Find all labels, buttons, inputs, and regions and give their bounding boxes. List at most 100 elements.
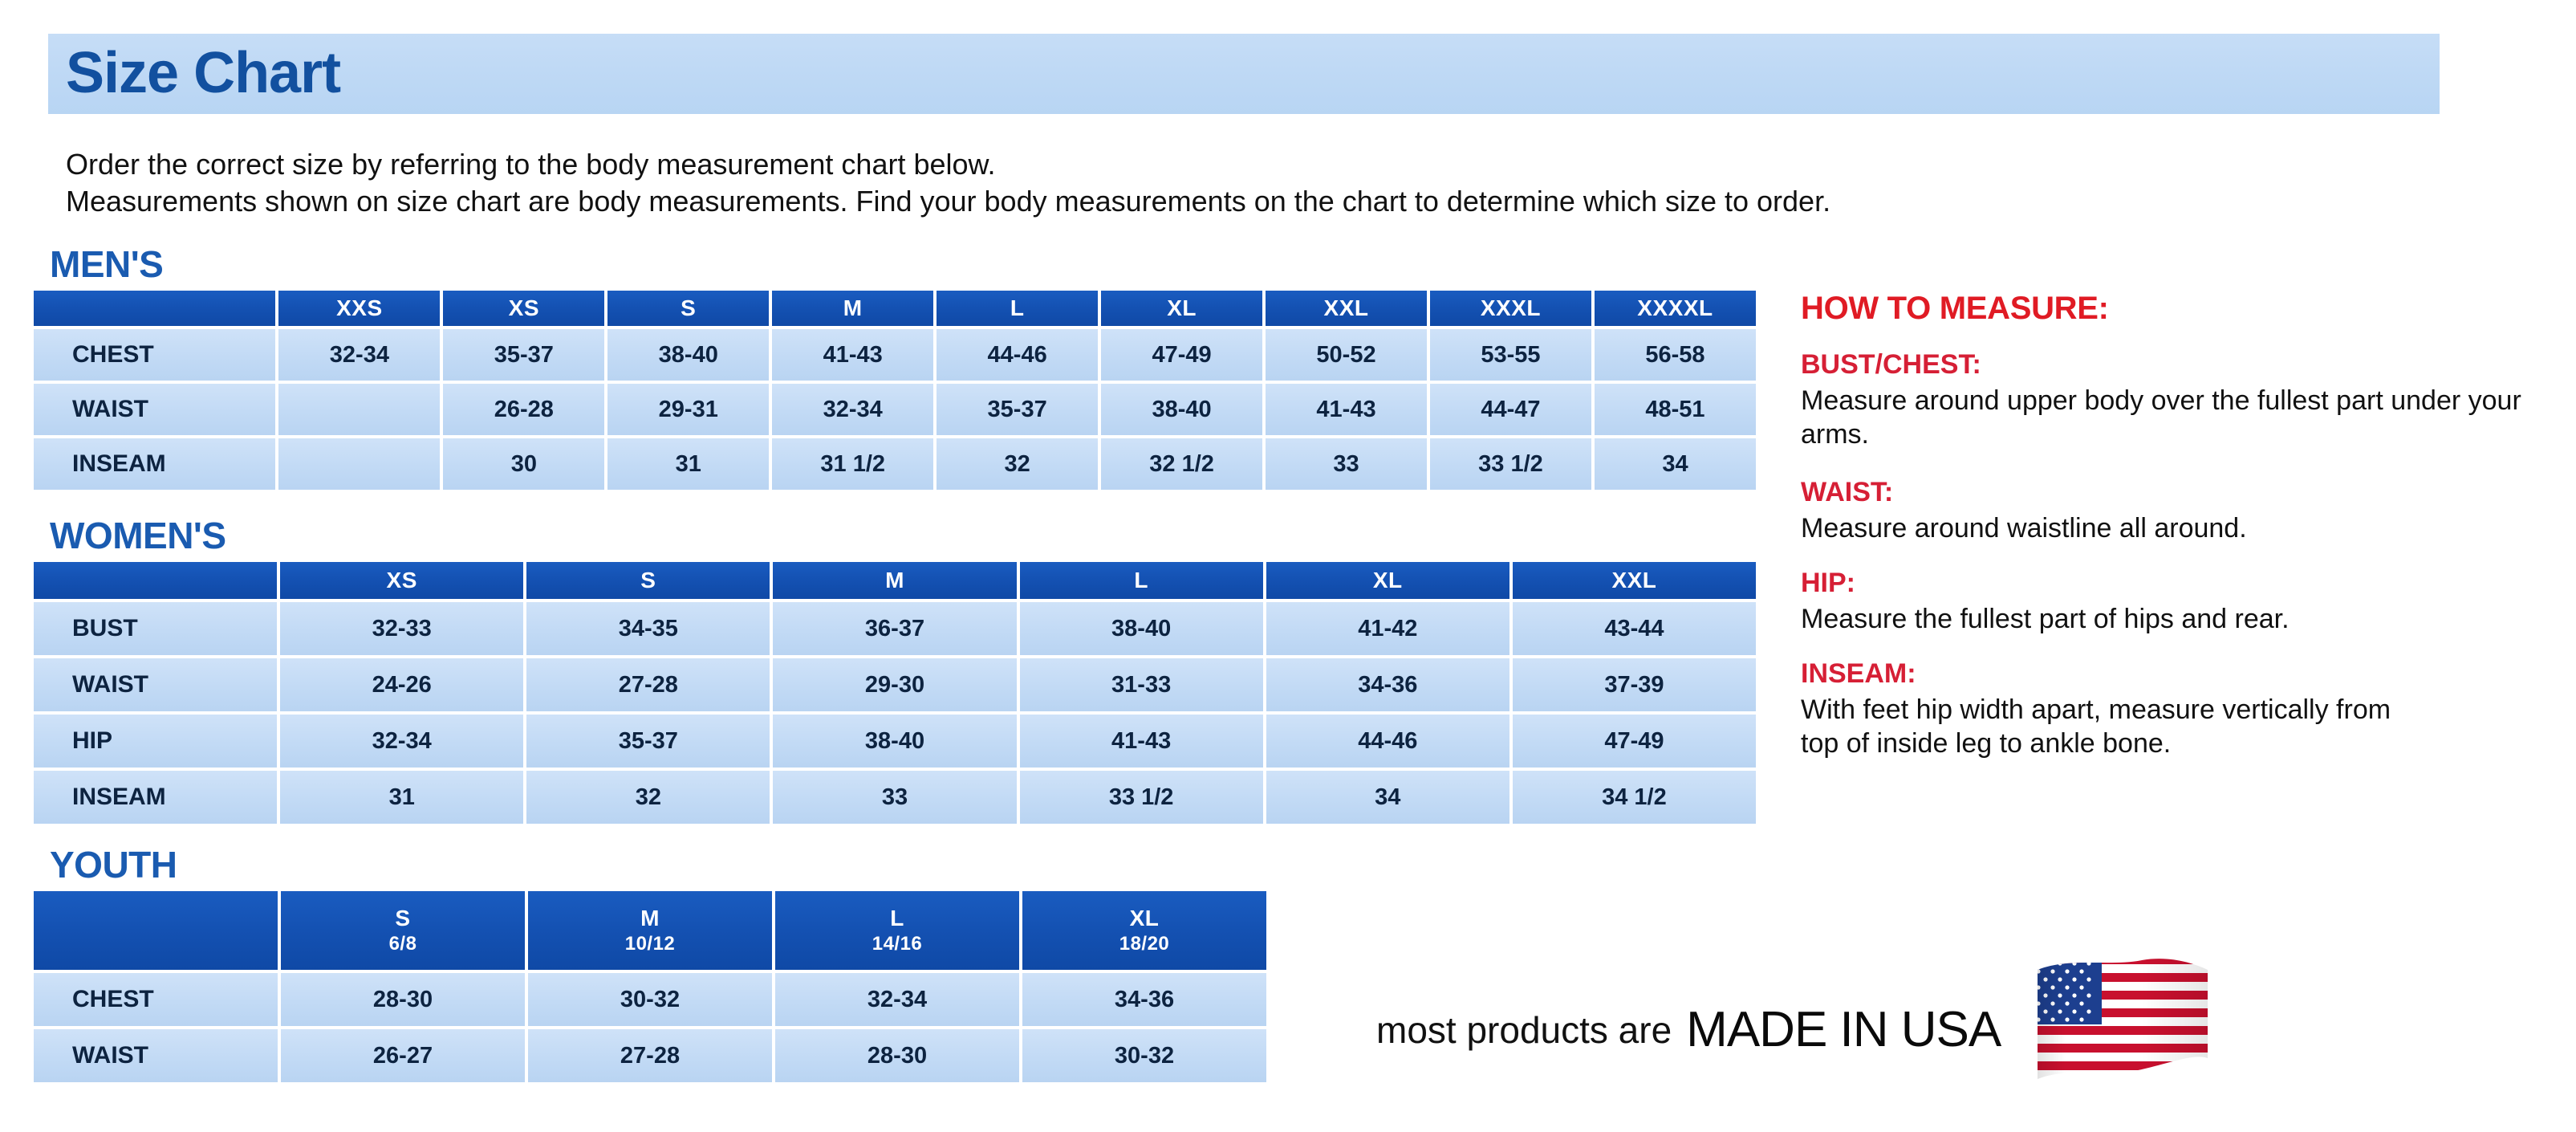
mens-inseam-xl: 32 1/2 [1101,438,1263,490]
womens-hip-l: 41-43 [1019,715,1263,768]
made-in-usa-emphasis: MADE IN USA [1686,1002,2001,1057]
table-row: BUST 32-33 34-35 36-37 38-40 41-42 43-44 [34,602,1756,655]
table-row: WAIST 26-28 29-31 32-34 35-37 38-40 41-4… [34,384,1756,435]
womens-inseam-xl: 34 [1266,771,1509,824]
womens-col-header-xl: XL [1266,562,1509,599]
youth-col-header-m-sub: 10/12 [624,933,676,955]
youth-col-header-l-main: L [890,906,904,930]
youth-row-label-chest: CHEST [34,973,278,1026]
womens-col-header-xs: XS [280,562,524,599]
how-to-measure-title: HOW TO MEASURE: [1801,291,2109,326]
womens-col-header-s: S [526,562,770,599]
how-to-term-bust-chest: BUST/CHEST: [1801,349,1981,380]
mens-col-header-m: M [772,291,934,326]
how-to-measure-panel: HOW TO MEASURE: BUST/CHEST: Measure arou… [1801,291,2547,760]
mens-col-header-blank [34,291,276,326]
womens-bust-l: 38-40 [1019,602,1263,655]
youth-col-header-xl-main: XL [1129,906,1160,930]
womens-hip-xxl: 47-49 [1512,715,1756,768]
womens-waist-l: 31-33 [1019,658,1263,711]
youth-col-header-blank [34,891,278,970]
youth-header-row: S 6/8 M 10/12 L 14/16 XL 18/20 [34,891,1266,970]
womens-bust-m: 36-37 [773,602,1017,655]
youth-row-label-waist: WAIST [34,1029,278,1082]
mens-inseam-m: 31 1/2 [772,438,934,490]
mens-col-header-l: L [937,291,1099,326]
youth-col-header-s-sub: 6/8 [388,933,417,955]
mens-col-header-xxs: XXS [278,291,441,326]
mens-row-label-chest: CHEST [34,329,276,381]
mens-waist-l: 35-37 [937,384,1099,435]
womens-bust-xs: 32-33 [280,602,524,655]
youth-col-header-xl: XL 18/20 [1022,891,1266,970]
mens-waist-xxxxl: 48-51 [1594,384,1756,435]
how-to-desc-waist: Measure around waistline all around. [1801,513,2247,544]
mens-inseam-xxs [278,438,441,490]
how-to-desc-bust-chest: Measure around upper body over the fulle… [1801,385,2521,450]
made-in-usa-block: most products are MADE IN USA [1376,955,2222,1104]
womens-hip-m: 38-40 [773,715,1017,768]
womens-waist-xs: 24-26 [280,658,524,711]
youth-col-header-s-main: S [395,906,411,930]
womens-inseam-xxl: 34 1/2 [1512,771,1756,824]
mens-waist-xxxl: 44-47 [1429,384,1591,435]
how-to-term-inseam: INSEAM: [1801,658,1916,689]
mens-waist-s: 29-31 [607,384,770,435]
mens-col-header-xxxl: XXXL [1429,291,1591,326]
usa-flag-icon [2021,955,2222,1104]
womens-size-table: XS S M L XL XXL BUST 32-33 34-35 36-37 3… [30,559,1759,827]
table-row: HIP 32-34 35-37 38-40 41-43 44-46 47-49 [34,715,1756,768]
womens-hip-xl: 44-46 [1266,715,1509,768]
mens-chest-xxxxl: 56-58 [1594,329,1756,381]
mens-col-header-xxxxl: XXXXL [1594,291,1756,326]
womens-col-header-l: L [1019,562,1263,599]
womens-hip-s: 35-37 [526,715,770,768]
womens-row-label-bust: BUST [34,602,278,655]
mens-chest-xxl: 50-52 [1266,329,1427,381]
youth-chest-l: 32-34 [775,973,1019,1026]
youth-waist-l: 28-30 [775,1029,1019,1082]
womens-bust-s: 34-35 [526,602,770,655]
womens-header-row: XS S M L XL XXL [34,562,1756,599]
mens-inseam-xxxxl: 34 [1594,438,1756,490]
mens-row-label-waist: WAIST [34,384,276,435]
page-title: Size Chart [66,41,341,105]
youth-size-table: S 6/8 M 10/12 L 14/16 XL 18/20 CHEST 28-… [30,888,1270,1085]
youth-waist-m: 27-28 [528,1029,772,1082]
section-label-youth: YOUTH [50,844,177,886]
section-label-womens: WOMEN'S [50,515,226,556]
page-header-banner [48,34,2440,114]
womens-inseam-xs: 31 [280,771,524,824]
womens-row-label-hip: HIP [34,715,278,768]
mens-chest-m: 41-43 [772,329,934,381]
youth-col-header-xl-sub: 18/20 [1119,933,1170,955]
mens-header-row: XXS XS S M L XL XXL XXXL XXXXL [34,291,1756,326]
womens-waist-xxl: 37-39 [1512,658,1756,711]
how-to-desc-inseam: With feet hip width apart, measure verti… [1801,694,2391,759]
mens-inseam-xxl: 33 [1266,438,1427,490]
womens-waist-xl: 34-36 [1266,658,1509,711]
table-row: CHEST 32-34 35-37 38-40 41-43 44-46 47-4… [34,329,1756,381]
mens-chest-xl: 47-49 [1101,329,1263,381]
how-to-term-waist: WAIST: [1801,477,1894,507]
womens-inseam-l: 33 1/2 [1019,771,1263,824]
mens-size-table: XXS XS S M L XL XXL XXXL XXXXL CHEST 32-… [30,287,1759,493]
womens-waist-m: 29-30 [773,658,1017,711]
womens-waist-s: 27-28 [526,658,770,711]
mens-chest-xxxl: 53-55 [1429,329,1591,381]
mens-chest-xxs: 32-34 [278,329,441,381]
mens-inseam-xxxl: 33 1/2 [1429,438,1591,490]
mens-waist-m: 32-34 [772,384,934,435]
how-to-desc-hip: Measure the fullest part of hips and rea… [1801,604,2290,634]
mens-waist-xl: 38-40 [1101,384,1263,435]
youth-chest-m: 30-32 [528,973,772,1026]
mens-inseam-l: 32 [937,438,1099,490]
table-row: WAIST 26-27 27-28 28-30 30-32 [34,1029,1266,1082]
youth-waist-s: 26-27 [281,1029,525,1082]
womens-bust-xl: 41-42 [1266,602,1509,655]
mens-chest-l: 44-46 [937,329,1099,381]
intro-line-2: Measurements shown on size chart are bod… [66,185,1831,218]
youth-col-header-l: L 14/16 [775,891,1019,970]
womens-col-header-blank [34,562,278,599]
mens-inseam-xs: 30 [443,438,605,490]
